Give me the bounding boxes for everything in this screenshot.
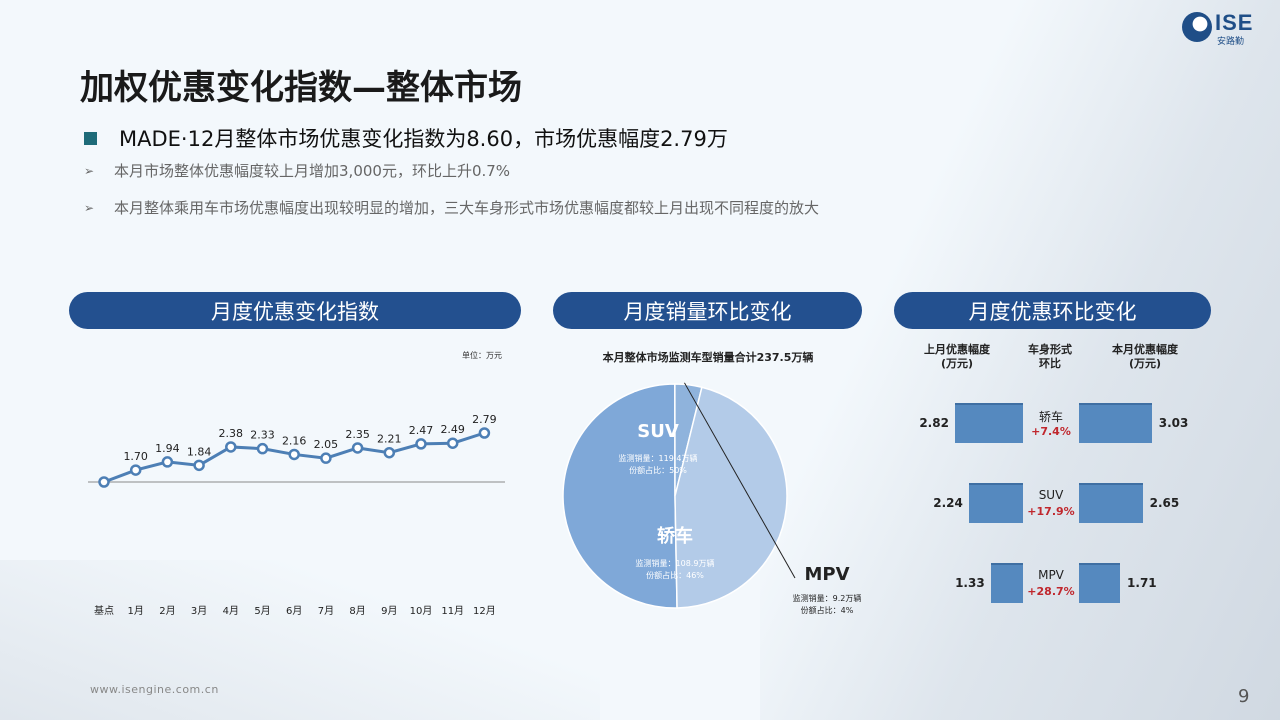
pie-slice-3 (674, 386, 788, 609)
line-chart: 基点 1.70 1月 1.94 2月 1.84 3月 2.38 4月 2.33 5月 2.16 6月 2.… (88, 413, 505, 617)
pie-slice-detail: 份额占比：50% (629, 465, 687, 475)
x-tick-label: 7月 (318, 605, 334, 617)
bar-curr-SUV (1079, 483, 1143, 523)
x-tick-label: 1月 (128, 605, 144, 617)
x-tick-label: 11月 (441, 605, 464, 617)
change-percent: +28.7% (1027, 585, 1075, 598)
data-point (256, 442, 269, 455)
x-tick-label: 5月 (254, 605, 270, 617)
bullet-item: ➢ 本月市场整体优惠幅度较上月增加3,000元，环比上升0.7% (84, 160, 510, 181)
data-label: 1.84 (187, 445, 212, 458)
bullet-text: 本月整体乘用车市场优惠幅度出现较明显的增加，三大车身形式市场优惠幅度都较上月出现… (114, 199, 820, 217)
header-body-type: 车身形式 环比 (1020, 343, 1080, 371)
pie-slice-1 (562, 383, 678, 609)
data-label: 2.05 (314, 438, 339, 451)
data-point (98, 476, 110, 488)
data-point (383, 446, 396, 459)
data-label: 2.79 (472, 413, 497, 426)
x-tick-label: 12月 (473, 605, 496, 617)
data-point (320, 452, 332, 464)
pie-chart-title: 本月整体市场监测车型销量合计237.5万辆 (602, 351, 814, 364)
headline: MADE·12月整体市场优惠变化指数为8.60，市场优惠幅度2.79万 (84, 123, 728, 153)
data-label: 2.49 (440, 423, 465, 436)
arrow-bullet-icon: ➢ (84, 200, 95, 215)
bar-curr-轿车 (1079, 403, 1152, 443)
value-prev: 1.33 (955, 576, 985, 590)
section-header-sales: 月度销量环比变化 (553, 292, 862, 329)
data-point (351, 442, 364, 454)
bar-prev-SUV (969, 483, 1023, 523)
x-tick-label: 10月 (410, 605, 433, 617)
data-point (478, 427, 491, 439)
bullet-text: 本月市场整体优惠幅度较上月增加3,000元，环比上升0.7% (114, 162, 511, 180)
leader-line (684, 382, 796, 579)
data-point (161, 456, 174, 468)
data-label: 2.38 (219, 427, 244, 440)
pie-slice-detail: 份额占比：46% (646, 570, 704, 580)
pie-slice-detail: 监测销量：119.4万辆 (619, 453, 698, 463)
headline-text: MADE·12月整体市场优惠变化指数为8.60，市场优惠幅度2.79万 (119, 127, 728, 151)
footer-url: www.isengine.com.cn (90, 683, 219, 696)
pie-chart: SUV监测销量：119.4万辆份额占比：50%MPV监测销量：9.2万辆份额占比… (562, 382, 862, 615)
body-type-label: SUV (1038, 488, 1064, 502)
x-tick-label: 2月 (159, 605, 175, 617)
x-tick-label: 9月 (381, 605, 397, 617)
square-bullet-icon (84, 131, 97, 145)
value-prev: 2.82 (919, 416, 949, 430)
pie-slice-detail: 份额占比：4% (801, 605, 854, 615)
logo-mark-icon (1182, 12, 1212, 42)
x-tick-label: 4月 (223, 605, 239, 617)
section-header-index: 月度优惠变化指数 (69, 292, 521, 329)
value-curr: 3.03 (1158, 416, 1189, 430)
pie-slice-detail: 监测销量：9.2万辆 (793, 593, 862, 603)
x-tick-label: 6月 (286, 605, 302, 617)
bullet-item: ➢ 本月整体乘用车市场优惠幅度出现较明显的增加，三大车身形式市场优惠幅度都较上月… (84, 197, 819, 218)
arrow-bullet-icon: ➢ (84, 163, 95, 178)
page-title: 加权优惠变化指数—整体市场 (80, 68, 522, 108)
value-curr: 1.71 (1127, 576, 1157, 590)
data-point (129, 464, 142, 476)
body-type-label: 轿车 (1038, 410, 1063, 424)
data-point (446, 437, 459, 449)
pie-slice-name: SUV (637, 421, 679, 442)
value-prev: 2.24 (933, 496, 963, 510)
header-prev-discount: 上月优惠幅度 (万元) (912, 343, 1002, 371)
bar-prev-MPV (991, 563, 1023, 603)
pie-slice-name: MPV (804, 564, 849, 585)
body-type-label: MPV (1038, 568, 1064, 582)
logo-subtext: 安路勤 (1217, 37, 1245, 47)
bar-prev-轿车 (955, 403, 1023, 443)
x-tick-label: 8月 (349, 605, 365, 617)
change-percent: +17.9% (1027, 505, 1075, 518)
bar-curr-MPV (1079, 563, 1121, 603)
data-point (288, 448, 300, 461)
data-label: 2.21 (377, 433, 402, 446)
data-label: 1.94 (155, 442, 180, 455)
data-label: 2.35 (345, 428, 370, 441)
section-header-discount: 月度优惠环比变化 (894, 292, 1211, 329)
data-label: 2.16 (282, 434, 307, 447)
data-point (225, 441, 237, 453)
header-prev-line1: 上月优惠幅度 (万元) (924, 343, 990, 370)
pie-slice-detail: 监测销量：108.9万辆 (636, 558, 715, 568)
x-tick-label: 基点 (94, 604, 114, 617)
company-logo: ISE 安路勤 (1182, 10, 1262, 47)
data-label: 2.33 (250, 429, 275, 442)
data-point (193, 459, 205, 472)
data-label: 2.47 (409, 424, 434, 437)
data-label: 1.70 (123, 450, 148, 463)
pie-slice-name: 轿车 (657, 525, 693, 547)
header-curr-line: 本月优惠幅度 (万元) (1112, 343, 1178, 370)
data-point (415, 438, 427, 450)
logo-text: ISE (1215, 10, 1254, 35)
x-tick-label: 3月 (191, 605, 207, 617)
value-curr: 2.65 (1149, 496, 1180, 510)
page-number: 9 (1238, 686, 1250, 707)
header-mid-line: 车身形式 环比 (1028, 343, 1072, 370)
header-curr-discount: 本月优惠幅度 (万元) (1100, 343, 1190, 371)
change-percent: +7.4% (1031, 425, 1071, 438)
unit-label: 单位：万元 (462, 351, 502, 360)
